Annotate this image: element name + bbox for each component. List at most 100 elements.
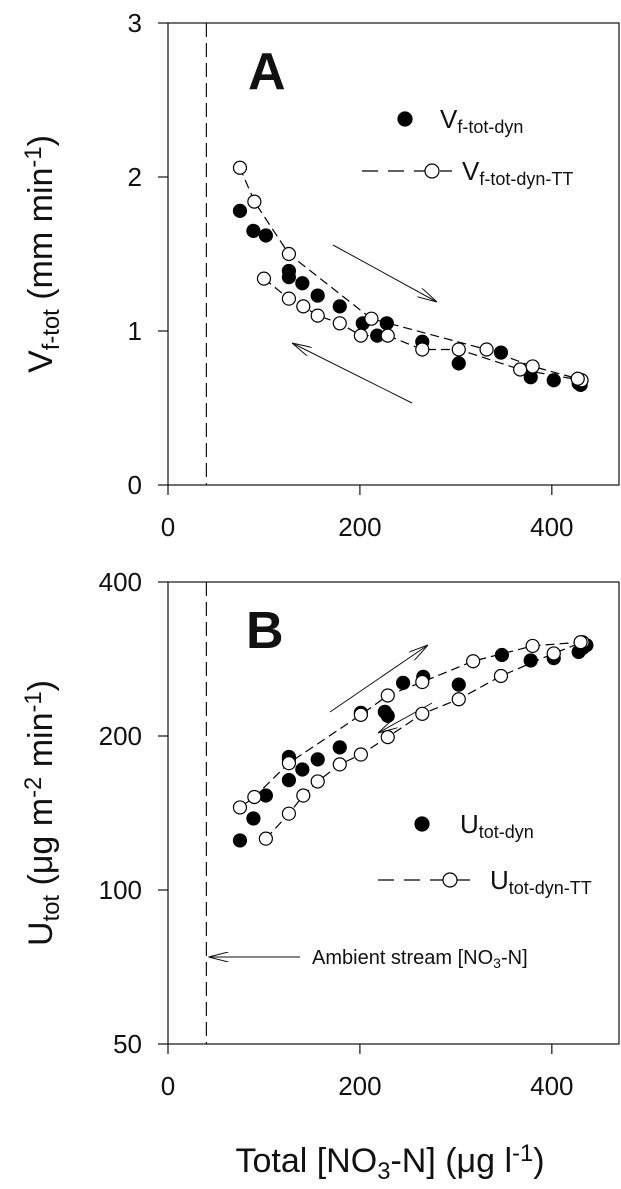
data-point [493,345,509,360]
data-point [380,688,395,703]
y-axis-title: Utot (μg m-2 min-1) [20,680,65,946]
data-point [451,677,466,692]
data-point [258,788,273,803]
data-point [281,291,297,306]
data-point [295,276,310,291]
arrow [329,645,428,713]
y-tick-label: 400 [99,567,142,597]
data-point [232,833,248,848]
text-part: -N] [501,947,528,969]
text-part: (μg m [22,798,60,895]
data-point [258,831,273,846]
x-tick-label: 0 [161,1071,175,1101]
data-point [570,371,585,386]
data-point [310,774,325,789]
text-part: -N] (μg l [390,1142,512,1180]
legend-label: Utot-dyn [460,809,534,842]
x-tick-label: 0 [161,512,175,542]
data-point [310,308,325,323]
data-point [247,789,262,805]
data-point [415,342,430,357]
data-point [332,316,347,331]
data-point [232,800,248,815]
y-axis-title: Vf-tot (mm min-1) [20,135,65,373]
data-point [525,359,540,374]
data-point [281,772,297,788]
text-part: -1 [512,1140,533,1167]
legend-marker [397,111,413,127]
data-point [296,788,311,803]
arrow [332,244,437,302]
data-point [546,373,561,388]
data-point [451,692,466,707]
text-part: min [22,713,60,777]
text-part: 3 [377,1158,390,1185]
legend-marker [424,163,440,179]
panel-label: B [246,602,284,660]
data-point [310,288,325,303]
text-part: V [462,156,480,186]
data-point [332,299,347,314]
x-tick-label: 200 [338,1071,381,1101]
data-point [379,316,394,331]
text-part: (mm min [22,168,60,310]
series-line [239,641,583,840]
data-point [466,654,481,669]
data-point [247,194,262,209]
data-point [546,646,561,661]
data-point [364,311,379,326]
data-point [353,328,368,343]
y-tick-label: 50 [113,1029,142,1059]
data-point [332,740,347,755]
text-part: Total [NO [235,1142,377,1180]
data-point [353,747,368,762]
data-point [523,653,538,668]
text-part: U [22,921,60,946]
data-point [256,271,272,286]
data-point [232,203,248,218]
y-tick-label: 3 [128,8,142,38]
data-point [395,675,411,690]
legend-marker [414,816,430,832]
text-part: V [440,104,458,134]
data-point [415,674,430,690]
data-point [332,757,347,772]
legend-label: Utot-dyn-TT [490,865,592,898]
text-part: f-tot-dyn-TT [479,169,573,189]
legend-label: Vf-tot-dyn-TT [462,156,573,189]
annotation: Ambient stream [NO3-N] [312,947,528,971]
data-point [232,160,248,175]
data-point [380,730,395,745]
data-point [573,635,588,650]
data-point [451,342,466,357]
data-point [513,362,528,377]
text-part: Ambient stream [NO [312,947,493,969]
text-part: -2 [20,777,47,798]
data-point [353,707,368,722]
text-part: ) [533,1142,544,1180]
y-tick-label: 100 [99,875,142,905]
data-point [281,270,297,285]
data-point [380,328,395,343]
text-part: tot-dyn [479,822,534,842]
data-point [479,342,494,357]
plot-frame [167,22,620,486]
text-part: tot [38,895,65,922]
data-point [310,752,325,767]
text-part: f-tot-dyn [457,117,523,137]
x-tick-label: 400 [530,1071,573,1101]
y-tick-label: 2 [128,162,142,192]
text-part: 3 [493,955,501,971]
text-part: tot-dyn-TT [509,878,592,898]
data-point [296,299,311,314]
text-part: ) [22,680,60,691]
data-point [525,638,540,654]
data-point [281,756,297,771]
legend-label: Vf-tot-dyn [440,104,523,137]
data-point [295,762,310,777]
y-tick-label: 1 [128,316,142,346]
x-axis-title: Total [NO3-N] (μg l-1) [235,1140,544,1185]
text-part: V [22,350,60,373]
